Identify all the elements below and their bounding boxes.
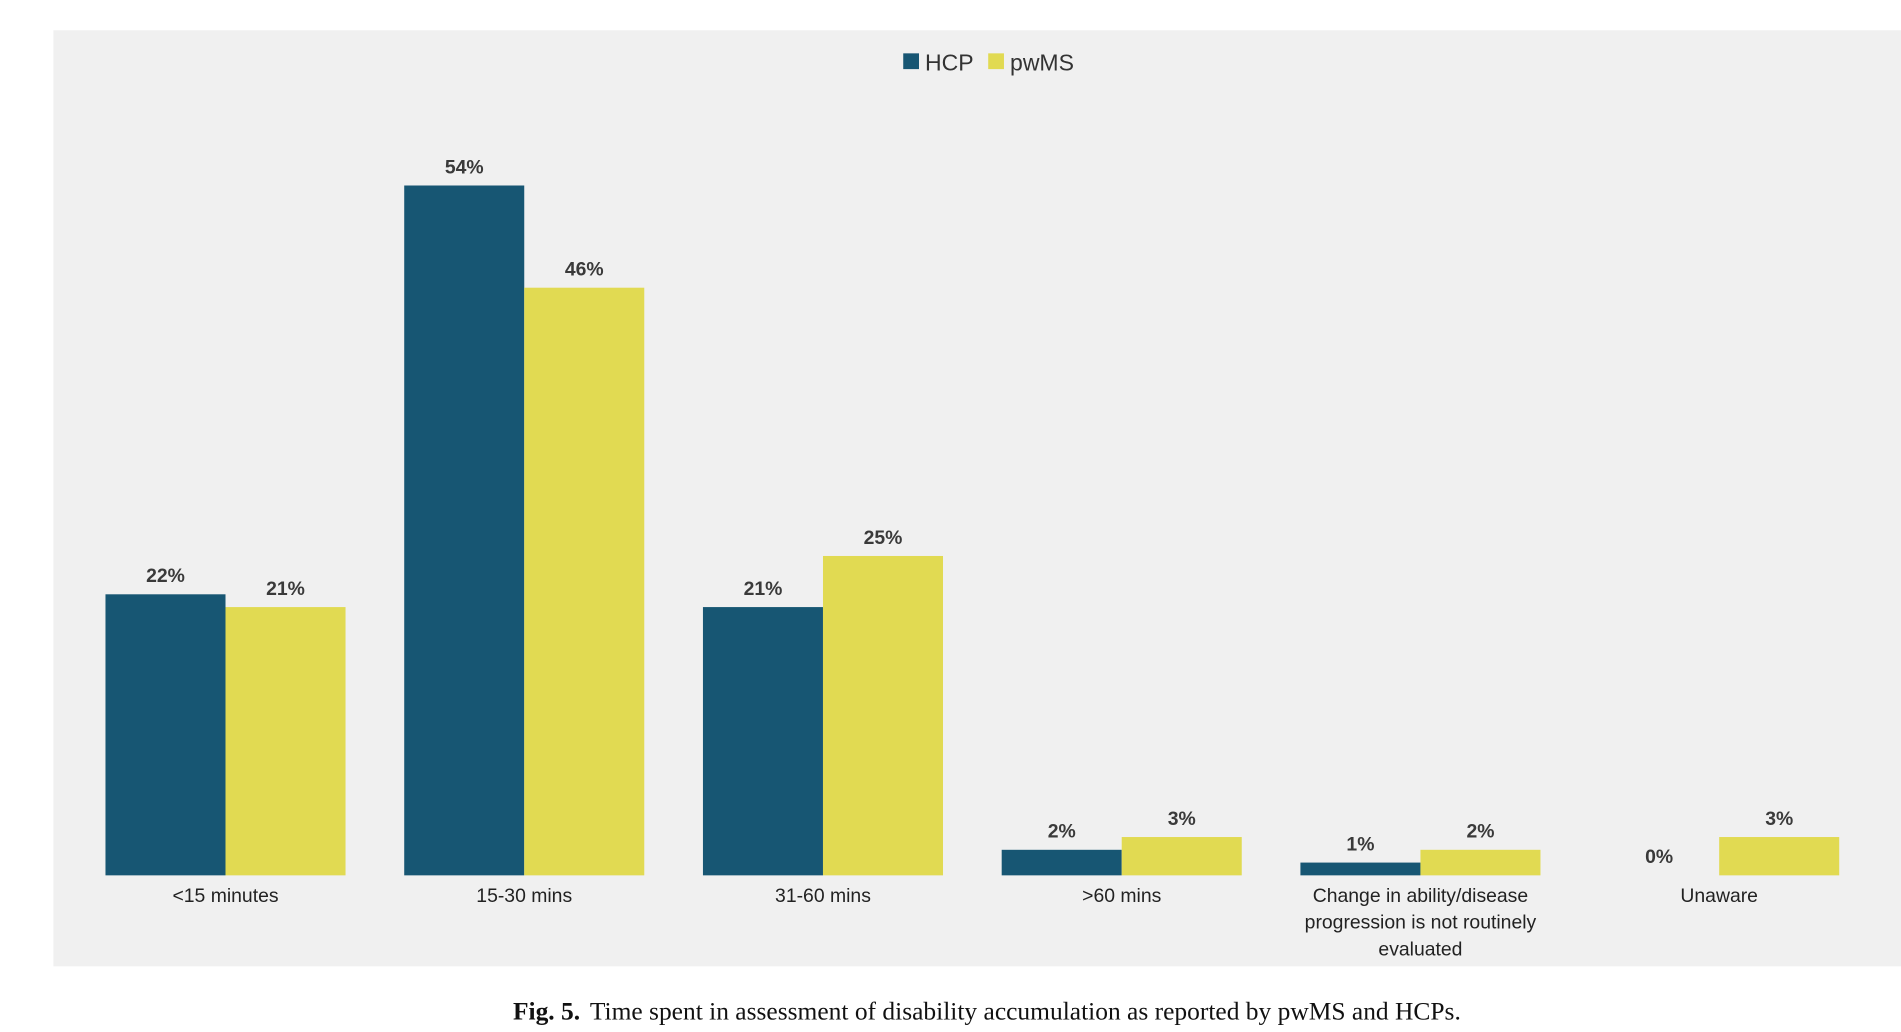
category-label: >60 mins xyxy=(1082,885,1161,907)
bar-hcp xyxy=(702,607,823,876)
data-label: 54% xyxy=(445,156,484,178)
bar-hcp xyxy=(1300,862,1421,876)
bar-hcp xyxy=(404,185,525,876)
category-label: Change in ability/disease xyxy=(1313,885,1528,907)
data-label: 2% xyxy=(1466,821,1494,843)
legend-swatch-hcp xyxy=(903,53,919,70)
category-label: 15-30 mins xyxy=(476,885,572,907)
data-label: 22% xyxy=(146,565,185,587)
caption-label: Fig. 5. xyxy=(512,996,581,1026)
bar-pwms xyxy=(225,607,346,876)
category-label: evaluated xyxy=(1378,938,1462,960)
data-label: 1% xyxy=(1346,833,1374,855)
chart-panel xyxy=(53,30,1901,967)
bar-pwms xyxy=(822,555,944,876)
category-label: progression is not routinely xyxy=(1305,912,1537,934)
bar-hcp xyxy=(105,594,226,876)
data-label: 21% xyxy=(266,578,305,600)
data-label: 0% xyxy=(1645,846,1673,868)
category-label: Unaware xyxy=(1680,885,1758,907)
bar-pwms xyxy=(1420,849,1541,876)
bar-hcp xyxy=(1001,849,1122,876)
category-label: <15 minutes xyxy=(172,885,278,907)
legend-swatch-pwms xyxy=(988,53,1004,70)
bar-pwms xyxy=(524,287,645,876)
legend-label: pwMS xyxy=(1010,49,1074,75)
caption-text: Time spent in assessment of disability a… xyxy=(589,996,1461,1026)
data-label: 25% xyxy=(864,527,903,549)
bar-pwms xyxy=(1121,837,1242,876)
figure-caption: Fig. 5. Time spent in assessment of disab… xyxy=(0,997,1901,1027)
legend-label: HCP xyxy=(925,49,974,75)
data-label: 2% xyxy=(1048,821,1076,843)
data-label: 3% xyxy=(1168,808,1196,830)
data-label: 3% xyxy=(1765,808,1793,830)
data-label: 21% xyxy=(744,578,783,600)
data-label: 46% xyxy=(565,259,604,281)
category-label: 31-60 mins xyxy=(775,885,871,907)
bar-pwms xyxy=(1719,837,1840,876)
